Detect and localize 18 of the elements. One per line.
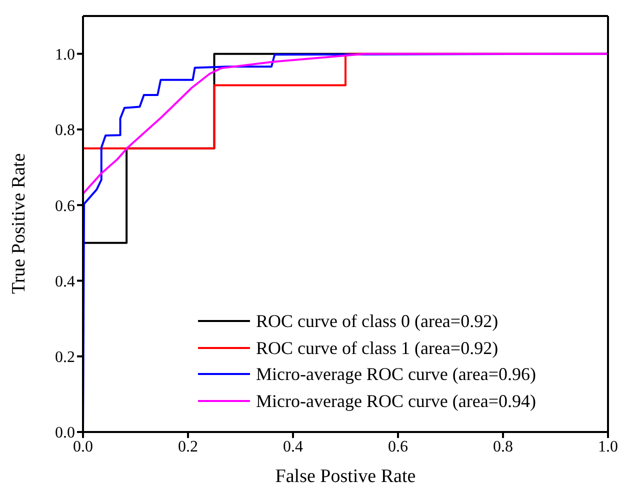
x-tick-label: 0.0 — [73, 438, 93, 456]
y-axis-title: True Positive Rate — [8, 153, 30, 294]
legend-label: Micro-average ROC curve (area=0.96) — [256, 363, 536, 386]
x-tick-label: 0.2 — [178, 438, 198, 456]
y-tick-label: 1.0 — [55, 46, 75, 64]
legend-label: Micro-average ROC curve (area=0.94) — [256, 390, 536, 413]
x-tick-label: 0.4 — [283, 438, 303, 456]
legend-label: ROC curve of class 1 (area=0.92) — [256, 336, 498, 360]
x-tick-label: 1.0 — [598, 438, 618, 456]
y-tick-label: 0.0 — [55, 424, 75, 442]
y-tick-label: 0.4 — [55, 273, 75, 290]
y-tick-label: 0.2 — [55, 349, 75, 366]
x-tick-label: 0.8 — [493, 438, 513, 456]
y-tick-label: 0.8 — [55, 122, 75, 140]
y-tick-label: 0.6 — [55, 198, 75, 215]
legend-label: ROC curve of class 0 (area=0.92) — [256, 310, 498, 333]
x-tick-label: 0.6 — [388, 438, 408, 456]
x-axis-title: False Postive Rate — [275, 466, 416, 487]
